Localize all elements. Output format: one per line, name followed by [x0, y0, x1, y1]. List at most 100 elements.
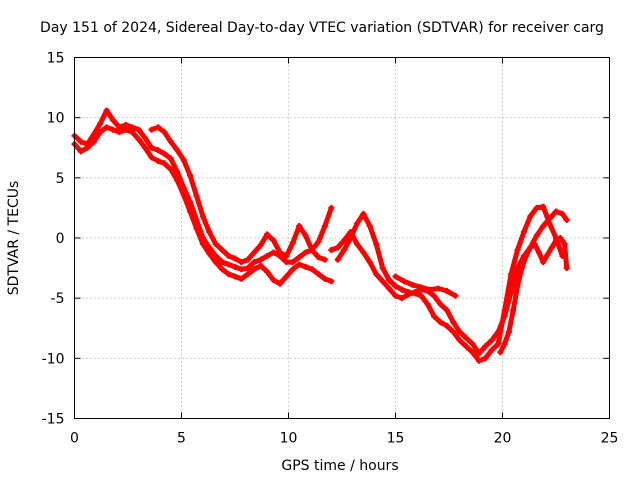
y-tick-label: 5: [56, 171, 65, 187]
data-point: [110, 117, 117, 124]
data-point: [302, 249, 309, 256]
data-point: [225, 261, 232, 268]
data-point: [283, 253, 290, 260]
data-point: [225, 253, 232, 260]
data-point: [510, 307, 517, 314]
series-track-d: [328, 208, 570, 357]
data-point: [206, 250, 213, 257]
data-point: [238, 259, 245, 266]
data-point: [456, 328, 463, 335]
series-track-e: [334, 203, 566, 364]
data-point: [409, 281, 416, 288]
data-point: [405, 289, 412, 296]
data-point: [161, 160, 168, 167]
data-point: [148, 154, 155, 161]
data-point: [463, 334, 470, 341]
data-point: [244, 271, 251, 278]
data-point: [116, 129, 123, 136]
series-line: [328, 209, 570, 356]
data-point: [206, 228, 213, 235]
grid-layer: [74, 57, 610, 419]
data-point: [527, 213, 534, 220]
data-point: [488, 337, 495, 344]
data-point: [296, 261, 303, 268]
data-point: [437, 301, 444, 308]
data-point: [135, 126, 142, 133]
data-point: [559, 210, 566, 217]
data-point: [379, 278, 386, 285]
data-point: [296, 254, 303, 261]
data-point: [533, 204, 540, 211]
tick-layer: 0 5 10 15 20 25 -15 -10 -5 0 5 10 15: [42, 51, 619, 447]
y-tick-label: -5: [51, 291, 65, 307]
data-point: [238, 266, 245, 273]
data-point: [238, 275, 245, 282]
data-point: [334, 256, 341, 263]
data-point: [398, 295, 405, 302]
data-point: [527, 244, 534, 251]
data-point: [392, 273, 399, 280]
data-point: [341, 237, 348, 244]
data-point: [540, 222, 547, 229]
data-point: [270, 249, 277, 256]
data-point: [148, 126, 155, 133]
data-point: [328, 247, 335, 254]
data-point: [533, 232, 540, 239]
data-point: [289, 259, 296, 266]
data-point: [373, 271, 380, 278]
data-point: [232, 273, 238, 280]
data-point: [347, 235, 354, 241]
data-point: [495, 340, 502, 347]
data-point: [531, 241, 538, 248]
y-tick-label: 0: [56, 231, 65, 247]
x-tick-label: 0: [70, 431, 79, 447]
data-point: [315, 271, 322, 278]
data-point: [103, 107, 110, 114]
data-point: [553, 237, 559, 244]
x-tick-label: 15: [387, 431, 405, 447]
data-point: [276, 249, 283, 256]
series-track-b: [71, 124, 335, 287]
data-point: [110, 126, 117, 133]
data-point: [142, 144, 149, 151]
data-point: [302, 232, 309, 239]
data-point: [148, 144, 155, 151]
data-point: [154, 157, 161, 164]
data-point: [411, 290, 418, 297]
data-point: [289, 239, 296, 246]
data-point: [456, 337, 463, 344]
data-point: [296, 222, 303, 229]
data-point: [540, 259, 547, 266]
data-point: [257, 242, 264, 249]
data-point: [174, 168, 181, 175]
data-point: [251, 249, 258, 256]
data-point: [450, 328, 457, 335]
data-point: [232, 255, 238, 262]
data-point: [360, 210, 367, 217]
data-point: [469, 349, 476, 356]
data-point: [443, 322, 450, 329]
data-point: [167, 166, 174, 173]
data-point: [431, 292, 438, 299]
y-tick-label: -15: [42, 412, 65, 428]
data-point: [443, 307, 450, 314]
data-point: [264, 268, 271, 275]
data-point: [187, 208, 194, 215]
data-point: [309, 266, 316, 273]
data-point: [548, 244, 555, 251]
data-point: [392, 283, 399, 290]
data-point: [392, 292, 399, 299]
data-point: [219, 266, 226, 273]
data-point: [561, 241, 568, 248]
data-point: [373, 241, 380, 248]
data-point: [328, 204, 335, 211]
data-point: [135, 136, 142, 143]
data-point: [167, 155, 174, 162]
data-point: [199, 241, 206, 248]
data-point: [212, 259, 219, 266]
data-point: [244, 265, 251, 272]
data-point: [142, 135, 149, 142]
data-point: [257, 262, 264, 269]
data-point: [557, 235, 564, 241]
data-point: [424, 301, 431, 308]
